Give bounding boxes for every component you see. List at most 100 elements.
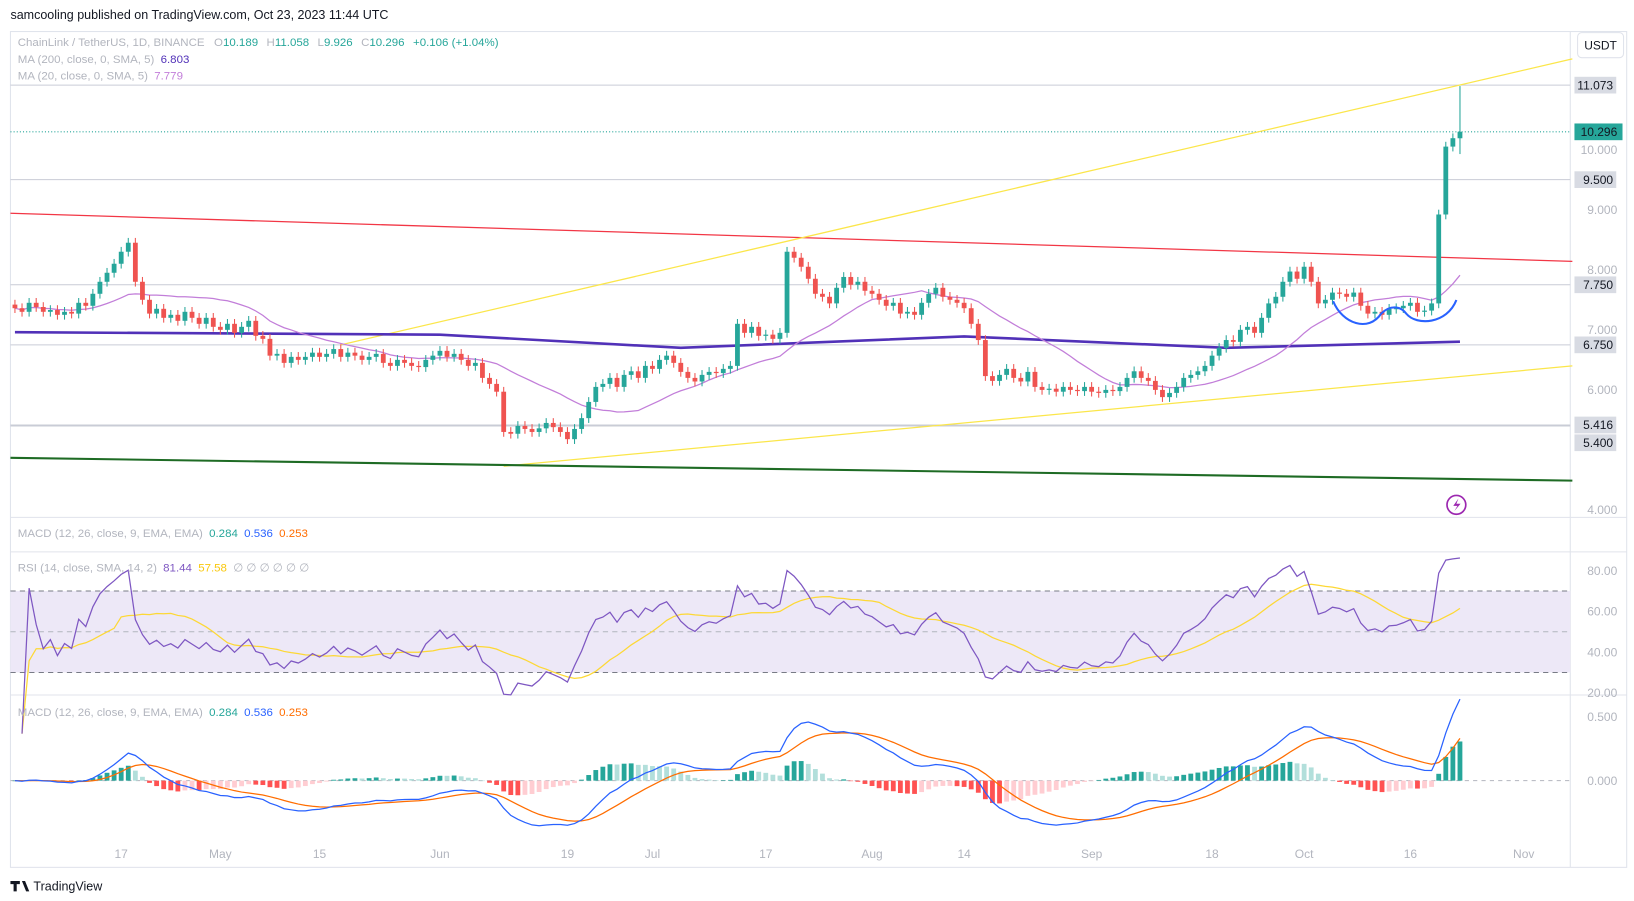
macd-histogram-bar [1252, 766, 1257, 781]
candle [1393, 308, 1399, 310]
rsi-pane[interactable] [10, 557, 1571, 734]
macd-histogram-bar [395, 778, 400, 781]
candle [1188, 374, 1194, 378]
candle [1138, 371, 1144, 378]
macd-histogram-bar [1372, 780, 1378, 792]
macd-histogram-bar [1216, 767, 1222, 781]
candle [1365, 305, 1371, 314]
candle [990, 376, 995, 381]
candle [1082, 386, 1087, 392]
candle [260, 335, 266, 339]
candle [239, 326, 245, 333]
ma20-legend[interactable]: MA (20, close, 0, SMA, 5) 7.779 [18, 71, 183, 83]
candle [1039, 386, 1045, 390]
macd-histogram-bar [912, 780, 917, 794]
candle [430, 355, 436, 360]
macd-histogram-bar [1046, 780, 1052, 792]
candle [1110, 389, 1116, 392]
macd-histogram-bar [1195, 772, 1201, 781]
lightning-icon[interactable] [1446, 494, 1467, 516]
macd-histogram-bar [947, 780, 953, 786]
rsi-legend[interactable]: RSI (14, close, SMA, 14, 2) 81.44 57.58 ∅ ∅… [18, 563, 309, 575]
macd-histogram-bar [1365, 780, 1371, 790]
candle [883, 299, 889, 306]
macd-histogram-bar [515, 780, 521, 796]
candle [1032, 371, 1038, 387]
candle [982, 340, 988, 377]
macd-histogram-bar [140, 776, 145, 781]
macd-histogram-bar [458, 776, 464, 781]
candle [1209, 355, 1215, 366]
macd-histogram-bar [628, 763, 634, 781]
macd-tick-label: 0.500 [1587, 710, 1617, 724]
candle [125, 242, 131, 252]
macd-histogram-bar [827, 778, 832, 781]
macd-histogram-bar [1266, 765, 1272, 781]
candle [437, 350, 443, 356]
macd-histogram-bar [1301, 763, 1307, 781]
macd-histogram-bar [1082, 780, 1087, 782]
candle [1386, 308, 1392, 315]
macd-histogram-bar [565, 780, 570, 786]
candle [1358, 292, 1364, 306]
candle [855, 281, 861, 285]
candle [104, 272, 110, 282]
candle [727, 365, 733, 369]
candle [111, 263, 117, 273]
candle [628, 371, 634, 375]
macd-histogram-bar [820, 773, 825, 781]
tradingview-logo[interactable]: TradingView [10, 879, 103, 893]
macd-histogram-bar [409, 778, 415, 781]
macd-histogram-bar [1025, 780, 1031, 796]
price-pane[interactable] [10, 58, 1573, 482]
macd-histogram-bar [1436, 773, 1442, 781]
candle [331, 349, 337, 354]
macd-pane[interactable] [10, 698, 1571, 827]
rsi-line [21, 557, 1461, 734]
candle [1429, 303, 1435, 311]
candle [345, 352, 351, 357]
macd-histogram-bar [1075, 780, 1080, 785]
macd-histogram-bar [1245, 765, 1250, 781]
macd-collapsed-legend[interactable]: MACD (12, 26, close, 9, EMA, EMA) 0.284 0.… [18, 528, 308, 540]
macd-histogram-bar [1188, 773, 1194, 781]
macd-histogram-bar [430, 777, 436, 781]
symbol-legend[interactable]: ChainLink / TetherUS, 1D, BINANCE O10.18… [18, 37, 499, 49]
rsi-tick-label: 80.00 [1587, 564, 1617, 578]
macd-histogram-bar [522, 780, 528, 795]
candle [926, 293, 932, 303]
candle [685, 371, 691, 378]
candle [1280, 281, 1286, 297]
macd-histogram-bar [1294, 763, 1300, 781]
candle [217, 326, 223, 330]
macd-histogram-bar [331, 779, 337, 781]
ma200-legend[interactable]: MA (200, close, 0, SMA, 5) 6.803 [18, 54, 190, 66]
candle [465, 359, 471, 366]
candle [310, 352, 315, 357]
candle [742, 323, 747, 333]
close-value: 10.296 [369, 37, 404, 49]
macd-histogram-bar [295, 780, 301, 788]
currency-button[interactable]: USDT [1577, 32, 1625, 59]
candle [132, 242, 138, 282]
candle [812, 278, 818, 294]
macd-histogram-bar [494, 780, 500, 785]
macd-histogram-bar [557, 780, 563, 786]
macd-histogram-bar [373, 777, 379, 781]
price-tick-label: 8.000 [1587, 263, 1617, 277]
price-level-tag [1574, 434, 1617, 452]
candle [869, 290, 875, 294]
candle [281, 353, 287, 363]
time-tick-label: May [209, 847, 232, 861]
macd-histogram-bar [933, 780, 939, 787]
candle [69, 311, 75, 314]
candle [161, 308, 167, 318]
candle [140, 281, 145, 300]
macd-histogram-bar [203, 780, 209, 790]
macd-legend[interactable]: MACD (12, 26, close, 9, EMA, EMA) 0.284 0.… [18, 707, 308, 719]
macd-histogram-bar [239, 780, 245, 787]
macd-histogram-bar [1400, 780, 1406, 790]
macd-histogram-bar [990, 780, 995, 804]
macd-histogram-bar [1124, 774, 1130, 781]
candle [1400, 305, 1406, 309]
